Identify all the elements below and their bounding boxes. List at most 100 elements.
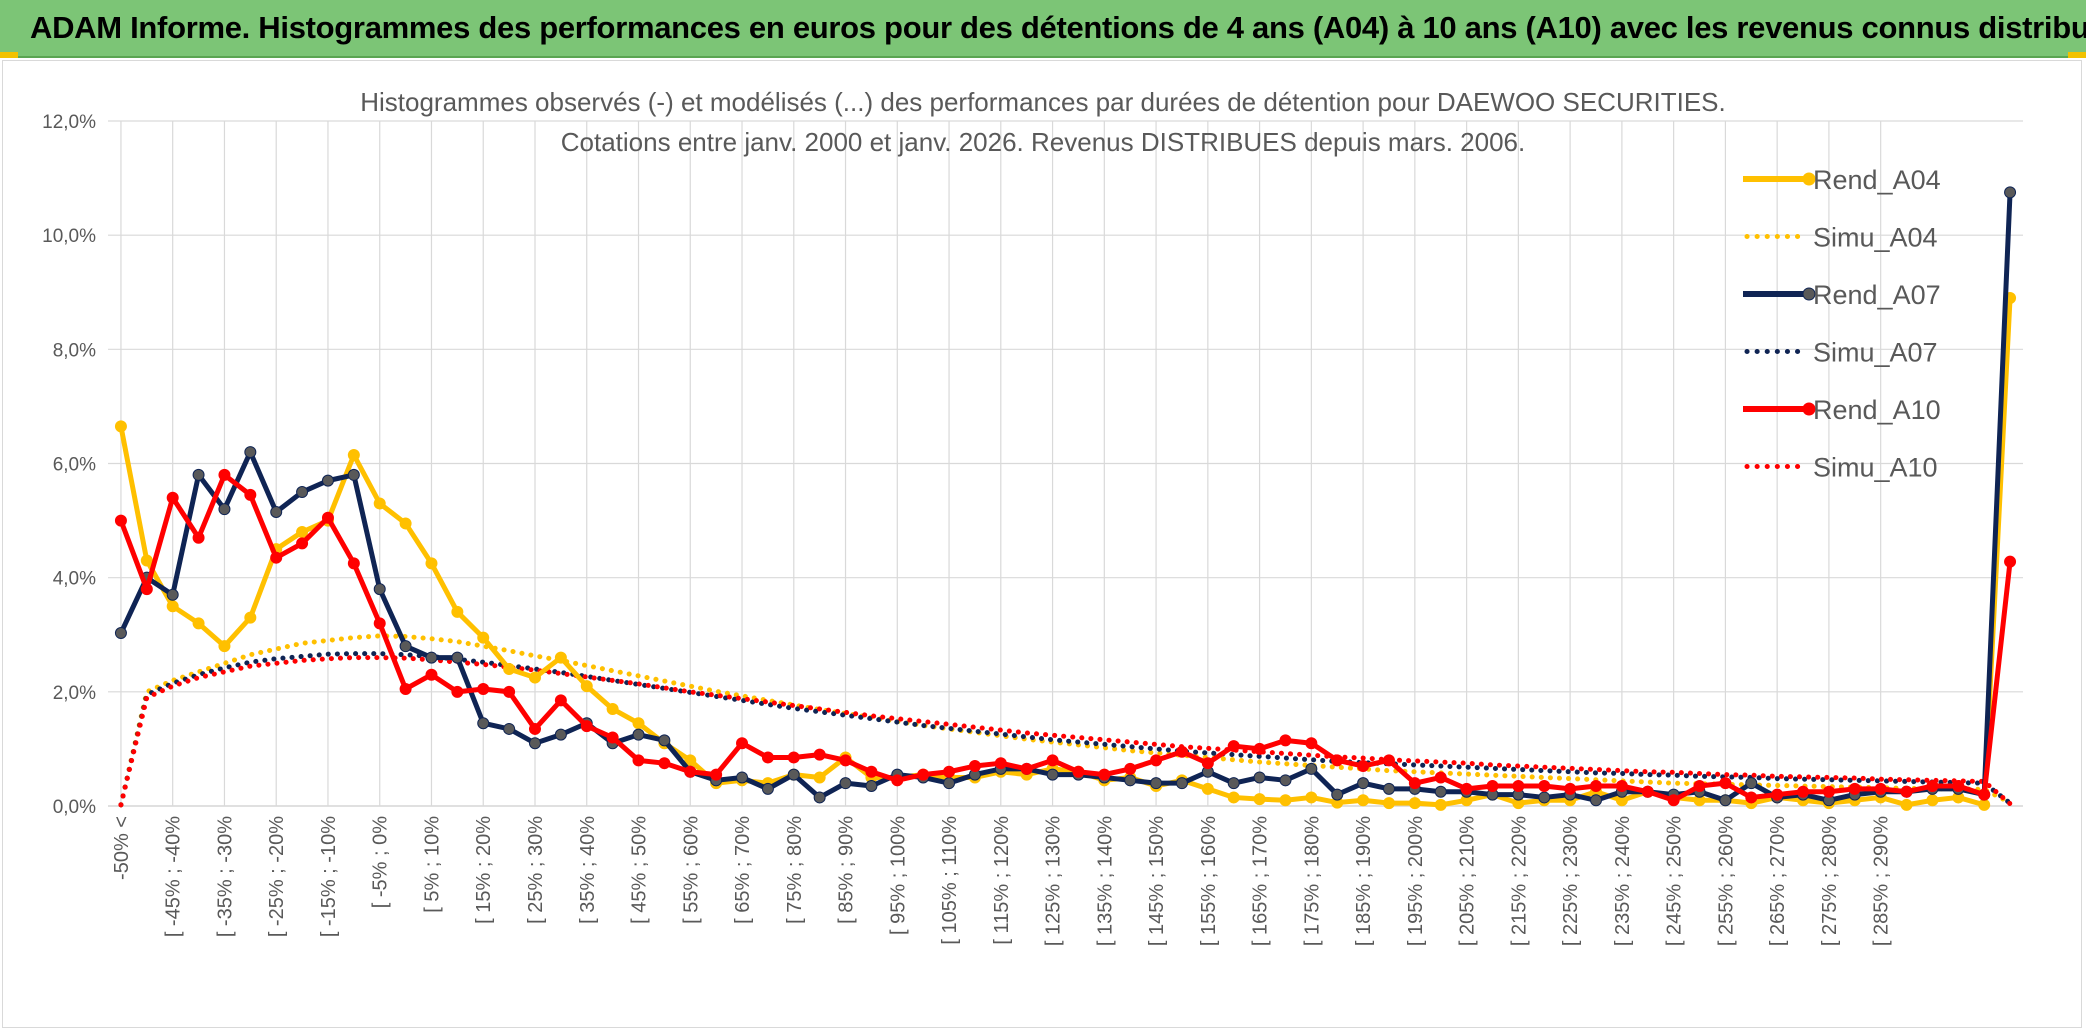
data-point <box>451 685 464 698</box>
data-point <box>1253 742 1266 755</box>
data-point <box>632 728 645 741</box>
x-tick-label: [ 225% ; 230% <box>1560 816 1582 946</box>
x-tick-label: [ -45% ; -40% <box>163 816 185 937</box>
data-point <box>1305 737 1318 750</box>
data-point <box>1952 780 1965 793</box>
data-point <box>1357 760 1370 773</box>
data-point <box>658 757 671 770</box>
data-point <box>1150 777 1163 790</box>
data-point <box>1641 785 1654 798</box>
x-tick-label: [ 265% ; 270% <box>1767 816 1789 946</box>
data-point <box>1382 754 1395 767</box>
data-point <box>503 722 516 735</box>
data-point <box>114 420 127 433</box>
data-point <box>1150 754 1163 767</box>
x-tick-label: [ 145% ; 150% <box>1146 816 1168 946</box>
x-tick-label: [ 15% ; 20% <box>473 816 495 924</box>
data-point <box>1745 791 1758 804</box>
y-tick-label: 4,0% <box>53 569 96 590</box>
x-tick-label: [ 275% ; 280% <box>1819 816 1841 946</box>
data-point <box>1046 754 1059 767</box>
data-point <box>1900 785 1913 798</box>
data-point <box>1305 791 1318 804</box>
legend: Rend_A04 Simu_A04 Rend_A07 Simu_A07 Rend_A10… <box>1743 165 1941 483</box>
legend-marker <box>1802 287 1816 301</box>
data-point <box>1408 797 1421 810</box>
x-tick-label: [ 85% ; 90% <box>836 816 858 924</box>
data-point <box>1253 771 1266 784</box>
data-point <box>399 517 412 530</box>
data-point <box>373 583 386 596</box>
data-point <box>244 611 257 624</box>
data-point <box>1538 780 1551 793</box>
data-point <box>1590 794 1603 807</box>
data-point <box>1874 782 1887 795</box>
data-point <box>1667 794 1680 807</box>
data-point <box>554 728 567 741</box>
data-point <box>968 760 981 773</box>
data-point <box>1175 777 1188 790</box>
x-tick-label: [ 185% ; 190% <box>1353 816 1375 946</box>
data-point <box>813 771 826 784</box>
gridlines <box>108 120 2023 807</box>
x-tick-label: [ 235% ; 240% <box>1612 816 1634 946</box>
legend-label: Rend_A07 <box>1813 280 1941 310</box>
series-rend-a10 <box>114 468 2017 807</box>
data-point <box>2004 555 2017 568</box>
data-point <box>839 777 852 790</box>
y-tick-label: 0,0% <box>53 797 96 818</box>
data-point <box>192 617 205 630</box>
data-point <box>787 751 800 764</box>
data-point <box>813 748 826 761</box>
data-point <box>1564 782 1577 795</box>
data-point <box>1434 798 1447 811</box>
data-point <box>451 651 464 664</box>
legend-marker <box>1802 402 1816 416</box>
data-point <box>1978 788 1991 801</box>
banner-accent-left <box>0 52 18 58</box>
x-tick-label: [ 245% ; 250% <box>1664 816 1686 946</box>
x-tick-label: [ 165% ; 170% <box>1250 816 1272 946</box>
data-point <box>114 514 127 527</box>
data-point <box>528 671 541 684</box>
data-point <box>166 491 179 504</box>
x-tick-label: [ 65% ; 70% <box>732 816 754 924</box>
data-point <box>1615 780 1628 793</box>
data-point <box>140 583 153 596</box>
legend-item-rend-a04: Rend_A04 <box>1743 165 1941 195</box>
data-point <box>1538 791 1551 804</box>
data-point <box>425 668 438 681</box>
legend-item-simu-a10: Simu_A10 <box>1744 453 1938 483</box>
data-point <box>1227 777 1240 790</box>
legend-label: Simu_A10 <box>1813 453 1938 483</box>
data-point <box>218 640 231 653</box>
data-point <box>1072 765 1085 778</box>
data-point <box>1046 768 1059 781</box>
report-banner: ADAM Informe. Histogrammes des performan… <box>0 0 2086 58</box>
data-point <box>399 682 412 695</box>
data-point <box>1926 794 1939 807</box>
data-point <box>865 765 878 778</box>
legend-item-simu-a04: Simu_A04 <box>1744 223 1938 253</box>
data-point <box>1926 780 1939 793</box>
data-point <box>580 680 593 693</box>
data-point <box>917 768 930 781</box>
data-point <box>347 468 360 481</box>
data-point <box>994 757 1007 770</box>
data-point <box>606 731 619 744</box>
data-point <box>1382 782 1395 795</box>
data-point <box>166 588 179 601</box>
x-tick-label: [ 25% ; 30% <box>525 816 547 924</box>
report-title: ADAM Informe. Histogrammes des performan… <box>30 10 2086 45</box>
x-tick-label: [ 125% ; 130% <box>1043 816 1065 946</box>
data-point <box>1434 771 1447 784</box>
series <box>114 186 2017 811</box>
data-point <box>296 526 309 538</box>
data-point <box>865 780 878 793</box>
data-point <box>2004 186 2017 199</box>
y-tick-label: 2,0% <box>53 683 96 704</box>
data-point <box>1693 780 1706 793</box>
data-point <box>425 651 438 664</box>
data-point <box>244 488 257 501</box>
data-point <box>1331 788 1344 801</box>
